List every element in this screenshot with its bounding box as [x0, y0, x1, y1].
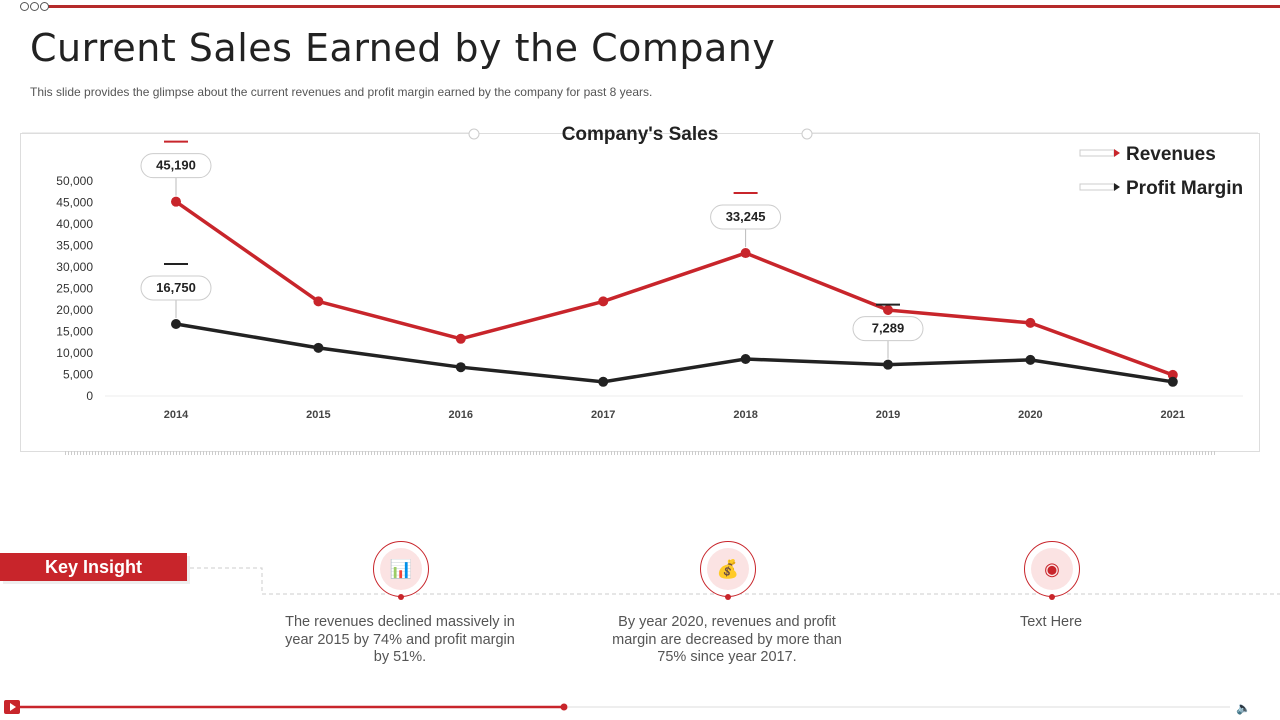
y-tick-label: 10,000 [56, 346, 93, 360]
data-label: 45,190 [156, 158, 196, 173]
data-label: 33,245 [726, 209, 766, 224]
x-tick-label: 2017 [591, 409, 615, 421]
data-point [598, 296, 609, 307]
x-tick-label: 2014 [164, 409, 189, 421]
x-tick-label: 2019 [876, 409, 900, 421]
legend-marker [1079, 183, 1115, 191]
x-tick-label: 2015 [306, 409, 330, 421]
series-line-1 [175, 322, 1174, 384]
data-point [1167, 376, 1178, 387]
callout-bubble [710, 204, 782, 230]
y-tick-label: 50,000 [56, 174, 93, 188]
target-dollar-icon: ◉ [1024, 541, 1080, 600]
data-point [883, 305, 893, 315]
data-point [740, 354, 751, 365]
data-point [313, 296, 324, 307]
y-tick-label: 25,000 [56, 282, 93, 296]
data-label: 7,289 [872, 321, 905, 336]
y-tick-label: 30,000 [56, 260, 93, 274]
legend-label: Revenues [1126, 144, 1216, 165]
y-tick-label: 15,000 [56, 325, 93, 339]
x-tick-label: 2018 [733, 409, 757, 421]
coins-growth-icon: 💰 [700, 541, 756, 600]
y-tick-label: 40,000 [56, 217, 93, 231]
data-point [171, 318, 181, 329]
insight-text-3: Text Here [1019, 614, 1083, 630]
legend-arrow [1114, 149, 1120, 157]
insight-text-2: By year 2020, revenues and profit margin… [612, 614, 842, 665]
y-tick-label: 45,000 [56, 196, 93, 210]
legend-label: Profit Margin [1126, 178, 1243, 199]
window-dots [20, 2, 49, 11]
legend-marker [1079, 149, 1115, 157]
data-point [883, 359, 893, 370]
chart-frame [20, 133, 1260, 452]
progress-knob [560, 703, 568, 711]
y-tick-label: 0 [86, 389, 93, 403]
callout-bubble [140, 275, 212, 301]
callout-bubble [140, 153, 212, 179]
title-rule-dot [468, 128, 480, 140]
data-point [455, 362, 466, 373]
insight-text-1: The revenues declined massively in year … [285, 614, 515, 665]
insight-connector [190, 567, 1280, 595]
data-label: 16,750 [156, 280, 196, 295]
x-tick-label: 2021 [1161, 409, 1185, 421]
x-tick-label: 2020 [1018, 409, 1042, 421]
data-point [1025, 317, 1036, 328]
data-point [740, 248, 751, 259]
data-point [598, 376, 609, 387]
data-point [455, 333, 466, 344]
key-insight-label: Key Insight [0, 553, 187, 581]
page-title: Current Sales Earned by the Company [30, 26, 776, 70]
chart-growth-icon: 📊 [373, 541, 429, 600]
callout-bubble [852, 316, 924, 342]
data-point [313, 342, 324, 353]
chart-title: Company's Sales [562, 124, 719, 145]
legend-arrow [1114, 183, 1120, 191]
top-rule [44, 5, 1280, 8]
volume-icon: 🔈 [1236, 701, 1251, 715]
data-point [1025, 354, 1036, 365]
play-icon [10, 703, 16, 711]
y-tick-label: 5,000 [63, 368, 93, 382]
y-tick-label: 35,000 [56, 239, 93, 253]
page-subtitle: This slide provides the glimpse about th… [30, 85, 653, 99]
title-rule-dot [801, 128, 813, 140]
data-point [1167, 369, 1178, 380]
series-line-0 [174, 200, 1174, 377]
x-tick-label: 2016 [449, 409, 473, 421]
data-point [171, 196, 181, 207]
y-tick-label: 20,000 [56, 303, 93, 317]
